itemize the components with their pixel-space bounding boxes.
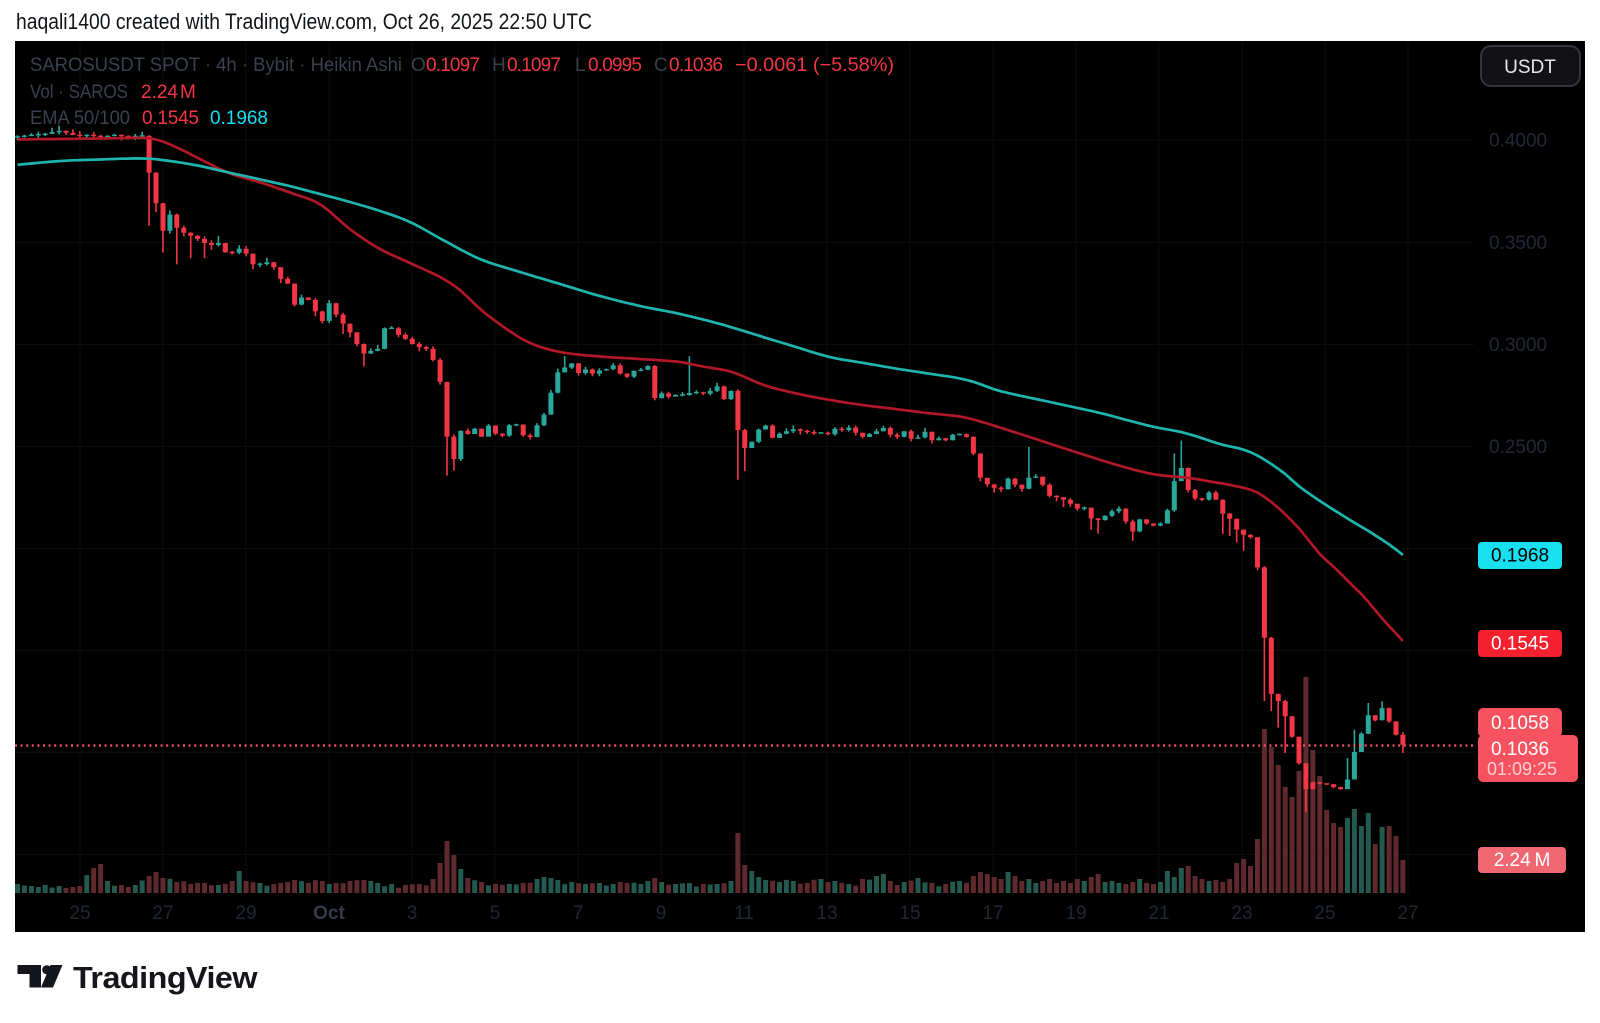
svg-text:0.3000: 0.3000 bbox=[1489, 335, 1547, 356]
svg-text:0.0995: 0.0995 bbox=[588, 55, 642, 76]
svg-text:H: H bbox=[492, 55, 506, 76]
svg-text:27: 27 bbox=[152, 903, 173, 924]
svg-text:7: 7 bbox=[573, 903, 584, 924]
svg-text:3: 3 bbox=[407, 903, 418, 924]
svg-text:L: L bbox=[575, 55, 586, 76]
svg-text:0.1968: 0.1968 bbox=[210, 108, 268, 129]
svg-text:Vol · SAROS: Vol · SAROS bbox=[30, 82, 128, 103]
svg-text:0.3500: 0.3500 bbox=[1489, 233, 1547, 254]
svg-text:Oct: Oct bbox=[313, 903, 345, 924]
svg-text:0.1058: 0.1058 bbox=[1491, 713, 1549, 734]
svg-text:21: 21 bbox=[1148, 903, 1169, 924]
svg-text:15: 15 bbox=[899, 903, 920, 924]
svg-text:O: O bbox=[411, 55, 426, 76]
svg-text:19: 19 bbox=[1065, 903, 1086, 924]
svg-text:23: 23 bbox=[1231, 903, 1252, 924]
svg-text:25: 25 bbox=[1314, 903, 1335, 924]
svg-text:11: 11 bbox=[734, 903, 754, 924]
svg-text:0.4000: 0.4000 bbox=[1489, 131, 1547, 152]
svg-text:0.1036: 0.1036 bbox=[1491, 739, 1549, 760]
svg-text:13: 13 bbox=[816, 903, 837, 924]
svg-text:TradingView: TradingView bbox=[73, 960, 258, 995]
svg-text:9: 9 bbox=[656, 903, 667, 924]
svg-text:0.1036: 0.1036 bbox=[669, 55, 723, 76]
svg-text:haqali1400 created with Tradin: haqali1400 created with TradingView.com,… bbox=[16, 9, 592, 34]
svg-text:25: 25 bbox=[69, 903, 90, 924]
svg-text:USDT: USDT bbox=[1504, 57, 1556, 78]
svg-text:C: C bbox=[654, 55, 668, 76]
svg-text:0.1545: 0.1545 bbox=[142, 108, 199, 129]
svg-text:2.24: 2.24 bbox=[141, 82, 178, 103]
svg-text:2.24 M: 2.24 M bbox=[1494, 850, 1551, 871]
svg-text:0.1545: 0.1545 bbox=[1491, 634, 1549, 655]
svg-text:EMA 50/100: EMA 50/100 bbox=[30, 108, 130, 129]
svg-text:29: 29 bbox=[235, 903, 256, 924]
svg-text:−0.0061 (−5.58%): −0.0061 (−5.58%) bbox=[735, 55, 894, 76]
svg-text:5: 5 bbox=[490, 903, 501, 924]
svg-text:SAROSUSDT SPOT · 4h · Bybit ·: SAROSUSDT SPOT · 4h · Bybit · Heikin Ash… bbox=[30, 55, 402, 76]
svg-text:0.1968: 0.1968 bbox=[1491, 546, 1549, 567]
svg-text:17: 17 bbox=[982, 903, 1003, 924]
svg-text:0.1097: 0.1097 bbox=[507, 55, 561, 76]
svg-text:0.1097: 0.1097 bbox=[426, 55, 480, 76]
svg-text:M: M bbox=[180, 82, 196, 103]
svg-text:27: 27 bbox=[1397, 903, 1418, 924]
svg-text:0.2500: 0.2500 bbox=[1489, 437, 1547, 458]
svg-text:01:09:25: 01:09:25 bbox=[1487, 759, 1557, 779]
